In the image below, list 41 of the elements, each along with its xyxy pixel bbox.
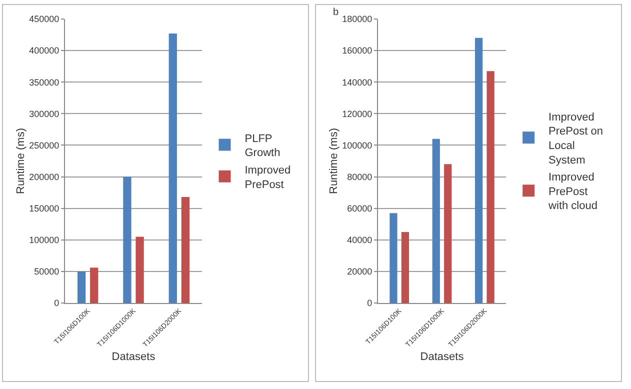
y-tick-label: 400000: [29, 46, 60, 56]
bar: [136, 236, 144, 303]
y-tick-label: 50000: [34, 266, 60, 277]
bar: [486, 71, 494, 303]
y-axis-title: Runtime (ms): [15, 128, 28, 194]
y-tick-label: 300000: [29, 108, 60, 119]
y-tick-label: 20000: [347, 266, 372, 277]
y-axis-title: Runtime (ms): [328, 128, 340, 194]
legend-label: Improved PrePost on Local System: [548, 111, 603, 166]
y-tick-label: 350000: [29, 77, 60, 88]
y-tick-label: 120000: [342, 108, 372, 119]
y-tick-label: 180000: [342, 14, 372, 24]
legend-label: PLFP Growth: [244, 132, 280, 160]
bar: [77, 271, 86, 303]
bar: [432, 138, 440, 303]
bar: [123, 176, 132, 303]
y-tick-label: 450000: [29, 14, 60, 24]
bar: [90, 268, 98, 303]
y-tick-label: 160000: [342, 46, 372, 56]
y-tick-label: 80000: [347, 172, 372, 182]
x-axis-title: Datasets: [112, 350, 156, 363]
y-tick-label: 0: [367, 298, 372, 308]
y-tick-label: 60000: [347, 203, 372, 214]
y-tick-label: 100000: [342, 140, 372, 150]
legend-label: Improved PrePost with cloud: [548, 172, 598, 212]
bar: [390, 213, 398, 303]
bar: [168, 34, 177, 303]
y-tick-label: 40000: [347, 235, 372, 246]
y-tick-label: 200000: [29, 172, 60, 182]
y-tick-label: 0: [54, 298, 60, 308]
text: b: [333, 7, 339, 18]
y-tick-label: 250000: [29, 140, 60, 150]
bar: [181, 196, 190, 303]
bar: [401, 232, 410, 303]
legend-label: Improved PrePost: [244, 164, 291, 191]
y-tick-label: 140000: [342, 77, 372, 88]
y-tick-label: 100000: [29, 235, 60, 246]
bar: [444, 164, 452, 303]
y-tick-label: 150000: [29, 203, 60, 214]
x-axis-title: Datasets: [420, 350, 464, 363]
bar: [474, 38, 483, 303]
